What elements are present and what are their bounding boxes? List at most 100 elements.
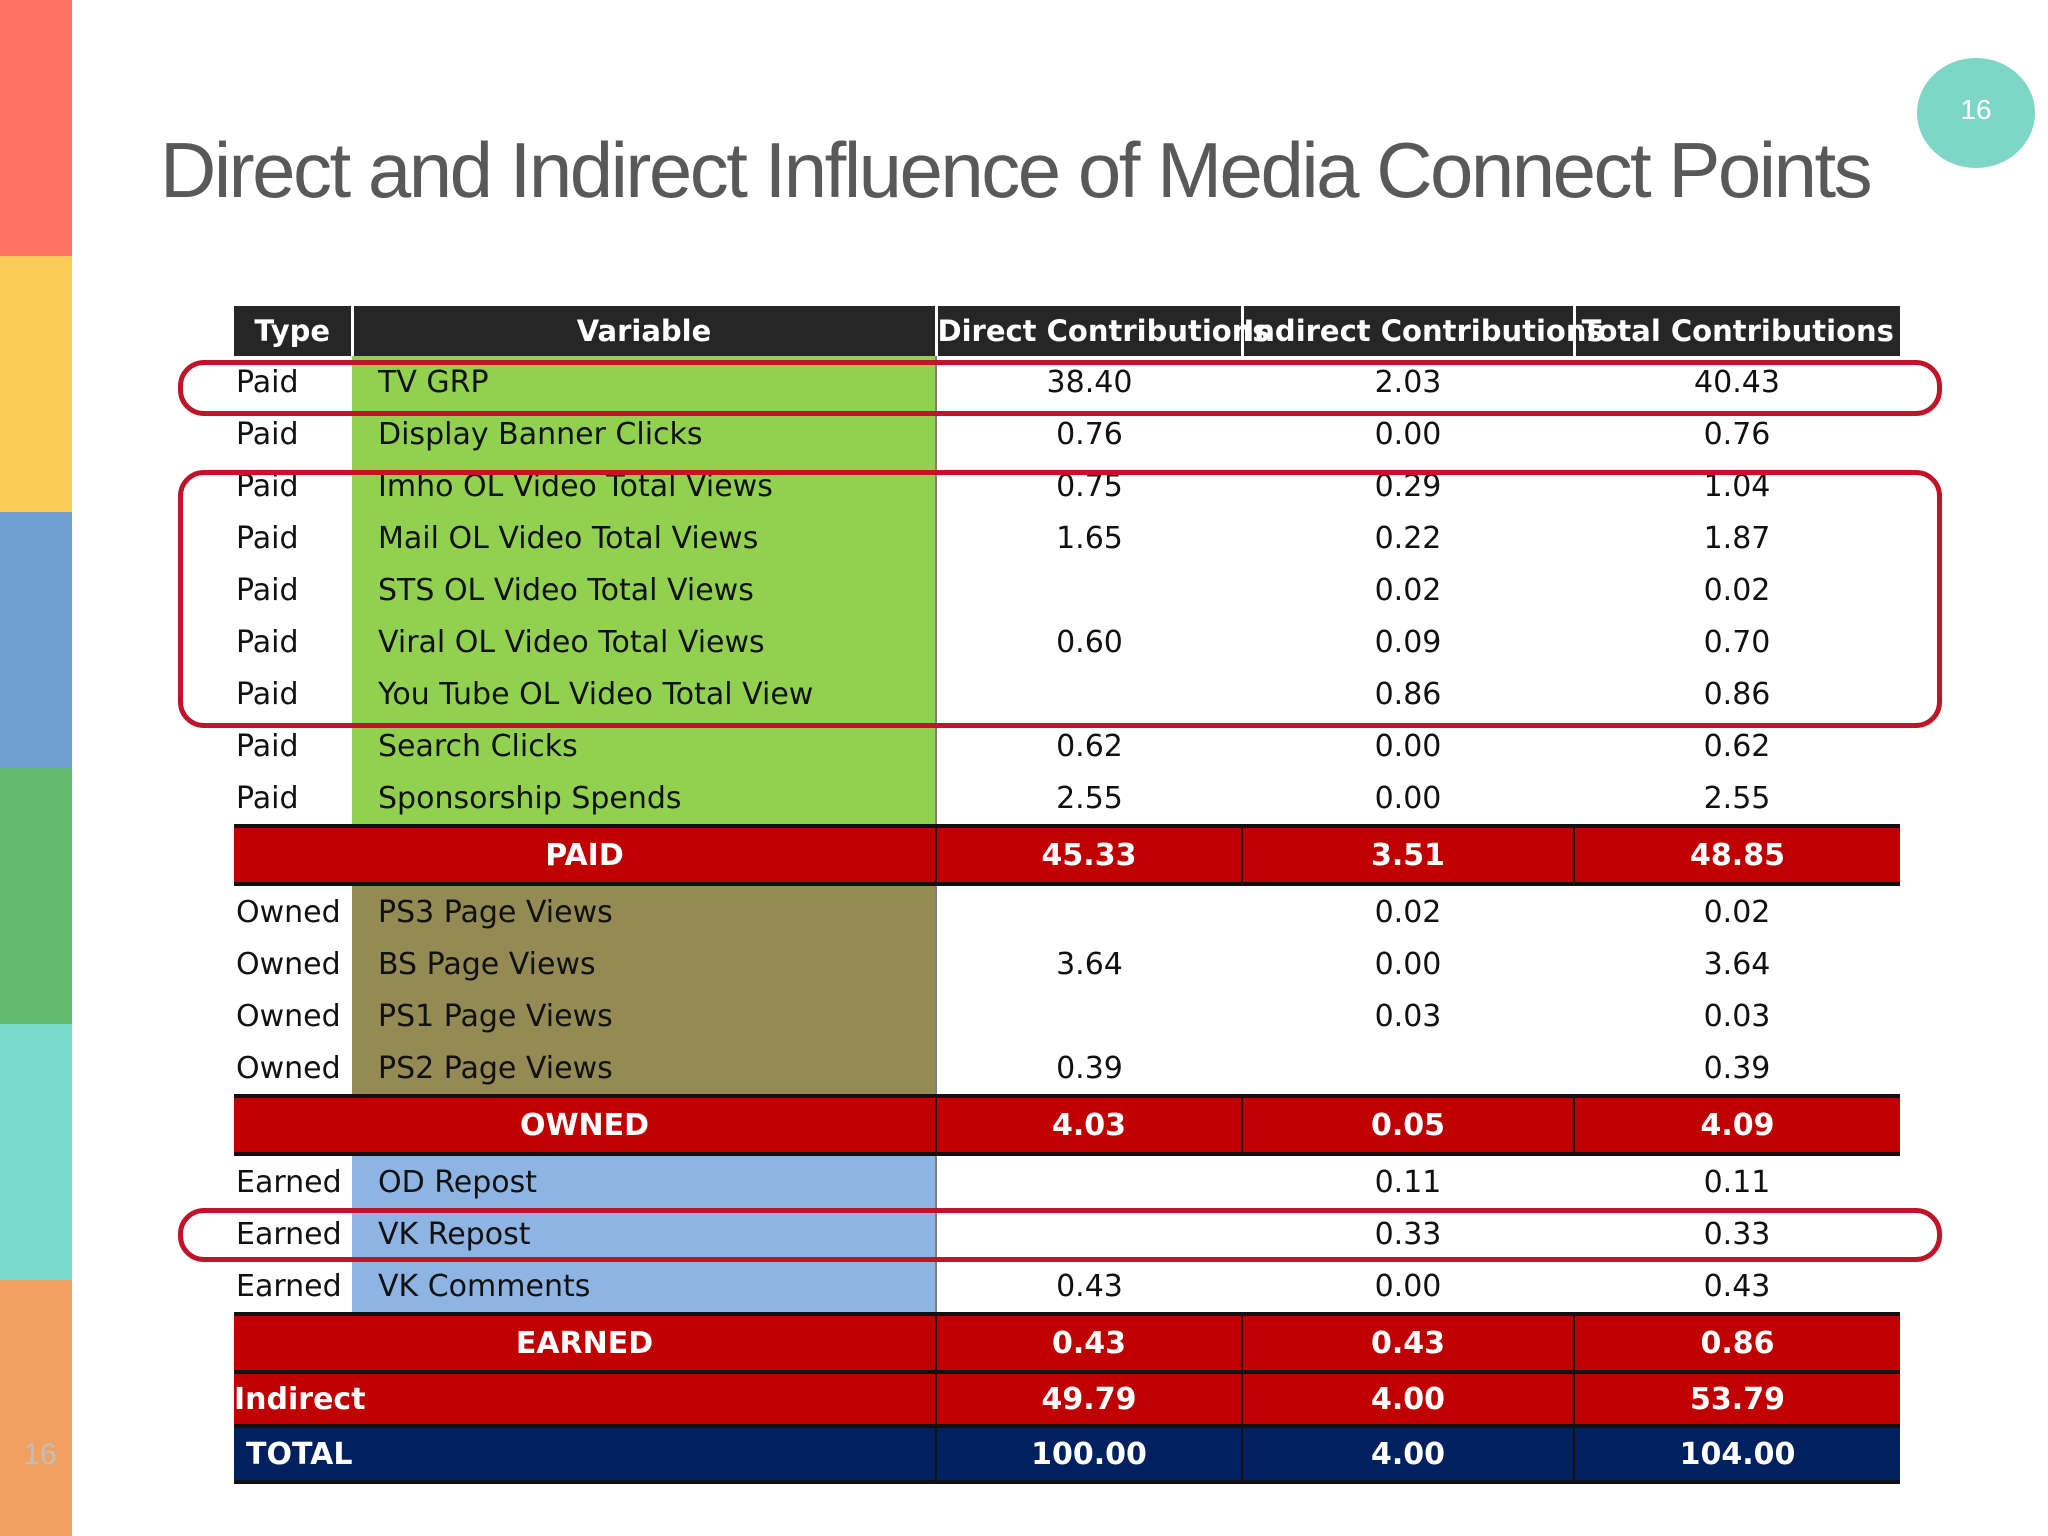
indirect-cell: 0.00 bbox=[1374, 946, 1442, 982]
table-row: Owned PS2 Page Views 0.39 0.39 bbox=[234, 1042, 1900, 1096]
table-row: Owned PS3 Page Views 0.02 0.02 bbox=[234, 884, 1900, 938]
table-row: Paid You Tube OL Video Total View 0.86 0.86 bbox=[234, 668, 1900, 720]
table-row: Paid Mail OL Video Total Views 1.65 0.22 1.8… bbox=[234, 512, 1900, 564]
indirect-row-label: Indirect bbox=[234, 1372, 936, 1428]
earned-subtotal-row-indirect: 0.43 bbox=[1241, 1312, 1574, 1374]
owned-subtotal-row-label: OWNED bbox=[234, 1094, 936, 1156]
direct-cell bbox=[936, 1208, 1242, 1260]
table-row: Paid STS OL Video Total Views 0.02 0.02 bbox=[234, 564, 1900, 616]
color-stripe-orange bbox=[0, 1280, 72, 1536]
owned-subtotal-row: OWNED 4.03 0.05 4.09 bbox=[234, 1094, 1900, 1156]
total-cell: 3.64 bbox=[1703, 946, 1771, 982]
total-cell: 0.43 bbox=[1703, 1268, 1771, 1304]
owned-subtotal-row-direct: 4.03 bbox=[935, 1094, 1242, 1156]
type-cell: Owned bbox=[236, 946, 341, 982]
earned-subtotal-row-total: 0.86 bbox=[1573, 1312, 1900, 1374]
table-row: Earned VK Repost 0.33 0.33 bbox=[234, 1208, 1900, 1260]
indirect-cell: 0.02 bbox=[1374, 572, 1442, 608]
direct-cell: 0.62 bbox=[1056, 728, 1123, 764]
direct-cell: 0.39 bbox=[1056, 1050, 1123, 1086]
type-cell: Paid bbox=[236, 728, 299, 764]
variable-cell: Sponsorship Spends bbox=[352, 772, 937, 826]
total-cell: 0.70 bbox=[1703, 624, 1771, 660]
table-row: Owned PS1 Page Views 0.03 0.03 bbox=[234, 990, 1900, 1042]
paid-subtotal-row-indirect: 3.51 bbox=[1241, 824, 1574, 886]
slide-title: Direct and Indirect Influence of Media C… bbox=[160, 126, 1873, 214]
variable-cell: You Tube OL Video Total View bbox=[352, 668, 937, 720]
type-cell: Owned bbox=[236, 1050, 341, 1086]
indirect-cell: 0.00 bbox=[1374, 416, 1442, 452]
indirect-row: Indirect 49.79 4.00 53.79 bbox=[234, 1372, 1900, 1428]
header-indirect: Indirect Contributions bbox=[1240, 306, 1604, 356]
direct-cell bbox=[936, 564, 1242, 616]
type-cell: Earned bbox=[236, 1164, 342, 1200]
indirect-cell: 0.29 bbox=[1374, 468, 1442, 504]
indirect-row-direct: 49.79 bbox=[935, 1372, 1242, 1428]
variable-cell: PS2 Page Views bbox=[352, 1042, 937, 1096]
total-cell: 0.02 bbox=[1703, 572, 1771, 608]
table-row: Earned OD Repost 0.11 0.11 bbox=[234, 1154, 1900, 1208]
variable-cell: BS Page Views bbox=[352, 938, 937, 990]
direct-cell: 0.75 bbox=[1056, 468, 1123, 504]
total-cell: 0.02 bbox=[1703, 894, 1771, 930]
direct-cell bbox=[936, 668, 1242, 720]
type-cell: Paid bbox=[236, 780, 299, 816]
direct-cell: 38.40 bbox=[1046, 364, 1133, 400]
type-cell: Paid bbox=[236, 676, 299, 712]
direct-cell bbox=[936, 1154, 1242, 1208]
color-stripe-green bbox=[0, 768, 72, 1024]
indirect-cell: 0.22 bbox=[1374, 520, 1442, 556]
variable-cell: Imho OL Video Total Views bbox=[352, 460, 937, 512]
total-cell: 0.39 bbox=[1703, 1050, 1771, 1086]
indirect-cell: 0.33 bbox=[1374, 1216, 1442, 1252]
variable-cell: PS1 Page Views bbox=[352, 990, 937, 1042]
direct-cell: 1.65 bbox=[1056, 520, 1123, 556]
indirect-cell: 0.86 bbox=[1374, 676, 1442, 712]
total-row-indirect: 4.00 bbox=[1241, 1426, 1574, 1484]
indirect-cell: 0.11 bbox=[1374, 1164, 1442, 1200]
total-cell: 0.62 bbox=[1703, 728, 1771, 764]
table-row: Owned BS Page Views 3.64 0.00 3.64 bbox=[234, 938, 1900, 990]
type-cell: Paid bbox=[236, 364, 299, 400]
owned-subtotal-row-total: 4.09 bbox=[1573, 1094, 1900, 1156]
table-row: Earned VK Comments 0.43 0.00 0.43 bbox=[234, 1260, 1900, 1314]
variable-cell: Display Banner Clicks bbox=[352, 408, 937, 460]
direct-cell: 0.43 bbox=[1056, 1268, 1123, 1304]
indirect-cell: 0.03 bbox=[1374, 998, 1442, 1034]
type-cell: Paid bbox=[236, 520, 299, 556]
table-row: Paid TV GRP 38.40 2.03 40.43 bbox=[234, 356, 1900, 408]
earned-subtotal-row-direct: 0.43 bbox=[935, 1312, 1242, 1374]
indirect-row-indirect: 4.00 bbox=[1241, 1372, 1574, 1428]
color-stripe-yellow bbox=[0, 256, 72, 512]
table-body: Paid TV GRP 38.40 2.03 40.43 Paid Display Bann… bbox=[234, 356, 1900, 1484]
direct-cell: 2.55 bbox=[1056, 780, 1123, 816]
header-type: Type bbox=[234, 306, 352, 356]
indirect-cell bbox=[1242, 1042, 1574, 1096]
earned-subtotal-row-label: EARNED bbox=[234, 1312, 936, 1374]
color-stripe-red bbox=[0, 0, 72, 256]
table-row: Paid Sponsorship Spends 2.55 0.00 2.55 bbox=[234, 772, 1900, 826]
owned-subtotal-row-indirect: 0.05 bbox=[1241, 1094, 1574, 1156]
color-stripe-teal bbox=[0, 1024, 72, 1280]
total-row: TOTAL 100.00 4.00 104.00 bbox=[234, 1426, 1900, 1484]
paid-subtotal-row-total: 48.85 bbox=[1573, 824, 1900, 886]
paid-subtotal-row: PAID 45.33 3.51 48.85 bbox=[234, 824, 1900, 886]
variable-cell: VK Repost bbox=[352, 1208, 937, 1260]
type-cell: Owned bbox=[236, 894, 341, 930]
paid-subtotal-row-label: PAID bbox=[234, 824, 936, 886]
table-header-row: Type Variable Direct Contributions Indir… bbox=[234, 306, 1900, 356]
direct-cell: 0.76 bbox=[1056, 416, 1123, 452]
total-row-direct: 100.00 bbox=[935, 1426, 1242, 1484]
variable-cell: Viral OL Video Total Views bbox=[352, 616, 937, 668]
indirect-cell: 0.00 bbox=[1374, 780, 1442, 816]
variable-cell: Mail OL Video Total Views bbox=[352, 512, 937, 564]
paid-subtotal-row-direct: 45.33 bbox=[935, 824, 1242, 886]
total-cell: 0.86 bbox=[1703, 676, 1771, 712]
header-total: Total Contributions bbox=[1572, 306, 1900, 356]
type-cell: Earned bbox=[236, 1216, 342, 1252]
indirect-row-total: 53.79 bbox=[1573, 1372, 1900, 1428]
contributions-table: Type Variable Direct Contributions Indir… bbox=[234, 306, 1900, 1484]
variable-cell: TV GRP bbox=[352, 356, 937, 408]
total-cell: 1.87 bbox=[1703, 520, 1771, 556]
indirect-cell: 0.00 bbox=[1374, 728, 1442, 764]
